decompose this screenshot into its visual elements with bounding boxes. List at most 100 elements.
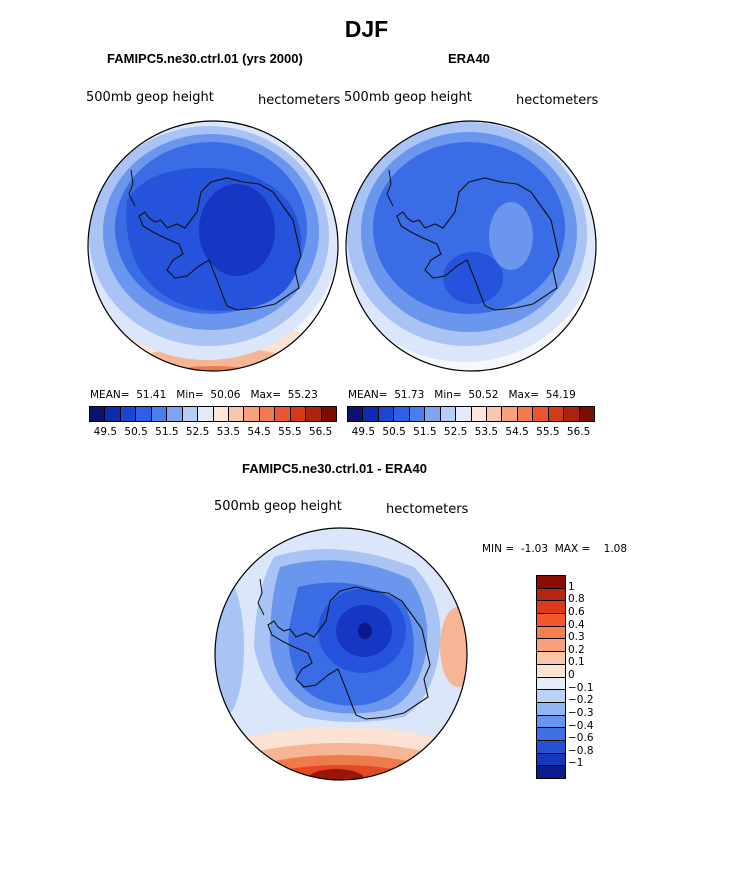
colorbar-swatch — [537, 676, 565, 690]
max-value: 54.19 — [545, 389, 576, 401]
max-label: Max= — [250, 389, 282, 401]
panel-1-units-label: hectometers — [258, 93, 341, 108]
map-field — [489, 202, 533, 270]
colorbar-tick-label: 55.5 — [278, 426, 302, 438]
panel-2-units-label: hectometers — [516, 93, 599, 108]
diff-units-label: hectometers — [386, 502, 469, 517]
colorbar-tick-label: 49.5 — [351, 426, 376, 438]
map-coastline — [267, 586, 431, 720]
colorbar-tick-label: 56.5 — [566, 426, 591, 438]
map-coastline — [386, 169, 394, 207]
colorbar-swatch — [227, 407, 244, 421]
colorbar-swatch — [274, 407, 290, 421]
colorbar-swatch — [243, 407, 259, 421]
colorbar-swatch — [289, 407, 306, 421]
map-field — [306, 769, 366, 780]
min-label: Min= — [176, 389, 204, 401]
colorbar-swatch — [537, 701, 565, 715]
colorbar-tick-label: 55.5 — [536, 426, 560, 438]
colorbar-tick-label: 54.5 — [505, 426, 529, 438]
panel-1-colorbar — [89, 406, 337, 422]
diff-min-value: -1.03 — [520, 543, 549, 555]
colorbar-swatch — [377, 407, 394, 421]
mean-value: 51.41 — [136, 389, 167, 401]
colorbar-swatch — [537, 625, 565, 639]
diff-panel-title: FAMIPC5.ne30.ctrl.01 - ERA40 — [242, 461, 427, 476]
map-coastline — [257, 578, 265, 616]
min-value: 50.52 — [468, 389, 499, 401]
max-value: 55.23 — [287, 389, 318, 401]
mean-label: MEAN= — [90, 389, 130, 401]
colorbar-swatch — [212, 407, 228, 421]
colorbar-tick-label: 54.5 — [247, 426, 271, 438]
colorbar-swatch — [181, 407, 198, 421]
colorbar-swatch — [362, 407, 378, 421]
colorbar-tick-label: −1 — [568, 757, 584, 770]
colorbar-swatch — [197, 407, 213, 421]
colorbar-tick-label: 0.6 — [568, 605, 585, 618]
colorbar-swatch — [470, 407, 486, 421]
colorbar-swatch — [537, 689, 565, 702]
colorbar-swatch — [348, 407, 363, 421]
colorbar-tick-label: 52.5 — [185, 426, 210, 438]
colorbar-swatch — [537, 600, 565, 614]
colorbar-tick-label: 0 — [568, 669, 575, 681]
panel-2-stats: MEAN= 51.73 Min= 50.52 Max= 54.19 — [348, 389, 576, 401]
map-field — [199, 184, 275, 276]
map-field — [215, 577, 244, 717]
colorbar-swatch — [537, 727, 565, 740]
colorbar-swatch — [537, 613, 565, 626]
colorbar-tick-label: −0.3 — [568, 706, 594, 719]
colorbar-swatch — [90, 407, 105, 421]
mean-label: MEAN= — [348, 389, 388, 401]
map-field — [440, 607, 467, 687]
colorbar-swatch — [501, 407, 517, 421]
diff-colorbar — [536, 575, 566, 779]
panel-2-polar-map — [345, 120, 597, 372]
colorbar-tick-label: −0.8 — [568, 744, 594, 757]
colorbar-swatch — [455, 407, 471, 421]
colorbar-swatch — [485, 407, 502, 421]
colorbar-swatch — [166, 407, 182, 421]
diff-max-value: 1.08 — [603, 543, 628, 555]
colorbar-swatch — [104, 407, 120, 421]
colorbar-swatch — [537, 739, 565, 753]
map-coastline — [138, 177, 302, 311]
map-coastline — [396, 177, 560, 311]
colorbar-tick-label: 49.5 — [93, 426, 118, 438]
colorbar-swatch — [537, 714, 565, 728]
map-field — [358, 623, 372, 639]
map-outline — [214, 527, 468, 781]
colorbar-tick-label: 53.5 — [216, 426, 241, 438]
colorbar-swatch — [258, 407, 275, 421]
colorbar-swatch — [537, 663, 565, 677]
colorbar-swatch — [516, 407, 533, 421]
colorbar-tick-label: 53.5 — [474, 426, 499, 438]
colorbar-swatch — [537, 651, 565, 664]
diff-polar-map — [214, 527, 468, 781]
colorbar-tick-label: −0.6 — [568, 732, 594, 745]
min-value: 50.06 — [210, 389, 241, 401]
panel-2-field-label: 500mb geop height — [344, 90, 472, 105]
colorbar-swatch — [150, 407, 167, 421]
colorbar-tick-label: 52.5 — [443, 426, 468, 438]
colorbar-tick-label: 0.4 — [568, 618, 585, 631]
diff-min-label: MIN = — [482, 543, 515, 555]
panel-2-title: ERA40 — [448, 51, 490, 66]
colorbar-swatch — [393, 407, 409, 421]
panel-1-field-label: 500mb geop height — [86, 90, 214, 105]
colorbar-swatch — [119, 407, 136, 421]
diff-max-label: MAX = — [554, 543, 591, 555]
panel-1-title: FAMIPC5.ne30.ctrl.01 (yrs 2000) — [107, 51, 303, 66]
colorbar-swatch — [563, 407, 579, 421]
colorbar-tick-label: 51.5 — [413, 426, 437, 438]
colorbar-swatch — [547, 407, 564, 421]
colorbar-swatch — [537, 765, 565, 778]
colorbar-swatch — [320, 407, 336, 421]
colorbar-swatch — [537, 638, 565, 652]
colorbar-swatch — [537, 576, 565, 588]
colorbar-swatch — [408, 407, 425, 421]
diff-field-label: 500mb geop height — [214, 499, 342, 514]
colorbar-swatch — [305, 407, 321, 421]
colorbar-tick-label: 56.5 — [308, 426, 333, 438]
